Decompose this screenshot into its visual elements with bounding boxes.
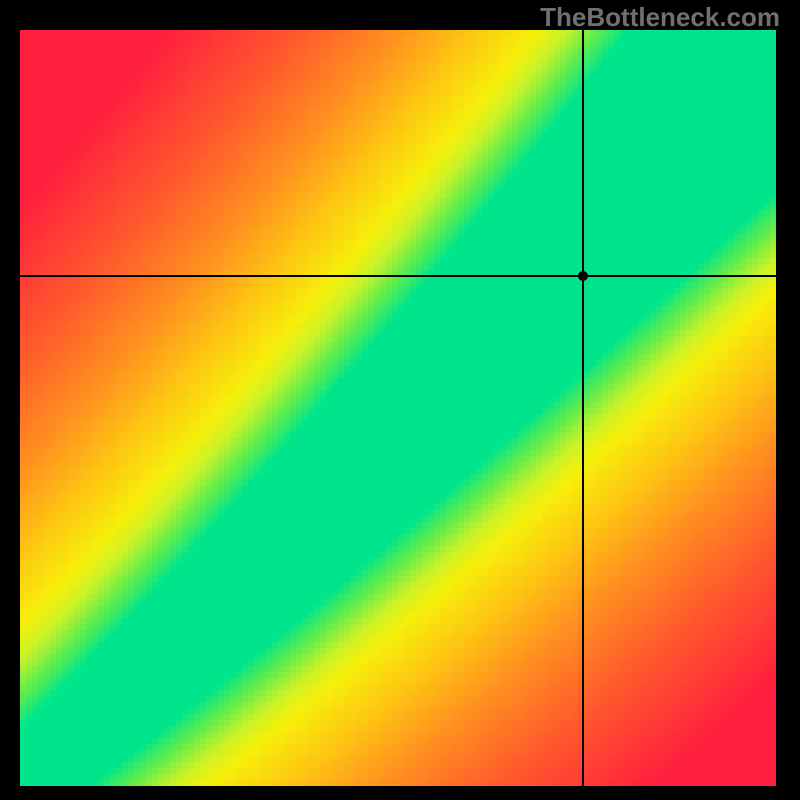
watermark-text: TheBottleneck.com bbox=[540, 2, 780, 33]
crosshair-dot bbox=[578, 271, 588, 281]
chart-root: TheBottleneck.com bbox=[0, 0, 800, 800]
bottleneck-heatmap bbox=[20, 30, 776, 786]
crosshair-horizontal-line bbox=[20, 275, 776, 277]
crosshair-vertical-line bbox=[582, 30, 584, 786]
